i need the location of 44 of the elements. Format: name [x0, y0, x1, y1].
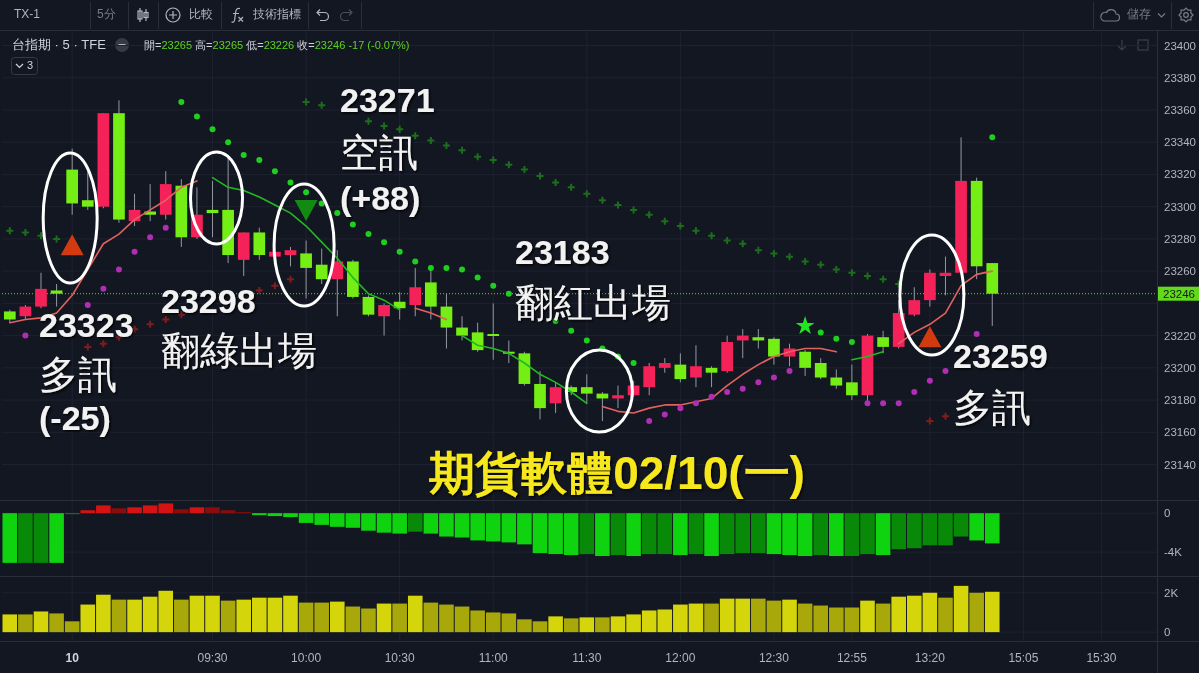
x-tick-label: 10:00	[291, 651, 322, 665]
annotation: 3	[27, 58, 34, 71]
y-tick-label: 0	[1164, 507, 1171, 520]
x-tick-label: 11:00	[478, 651, 509, 665]
annotation: 23259 多訊	[953, 337, 1048, 429]
x-tick-label: 13:20	[914, 651, 946, 665]
x-tick-label: 15:05	[1008, 651, 1039, 665]
text: 儲存	[1127, 7, 1151, 22]
annotation: 23298 翻綠出場	[161, 282, 317, 372]
x-tick-label: 15:30	[1086, 651, 1117, 665]
text: 技術指標	[252, 7, 301, 22]
x-tick-label: 10:30	[384, 651, 415, 665]
y-tick-label: 23260	[1164, 265, 1196, 278]
x-tick-label: 09:30	[197, 651, 228, 665]
x-tick-label: 12:55	[836, 651, 868, 665]
y-tick-label: -4K	[1164, 546, 1183, 559]
y-tick-label: 23300	[1164, 200, 1196, 213]
text: 開=23265 高=23265 低=23226 收=23246 -17 (-0.07%)	[144, 38, 410, 51]
annotation: 23271 空訊 (+88)	[340, 81, 435, 217]
ref-line-label: 23246	[1163, 287, 1195, 300]
y-tick-label: 23140	[1164, 458, 1196, 471]
y-tick-label: 23360	[1164, 103, 1196, 116]
y-tick-label: 23400	[1164, 39, 1196, 52]
x-tick-label: 10	[65, 651, 80, 665]
text: 比較	[189, 7, 213, 22]
y-tick-label: 23220	[1164, 329, 1196, 342]
y-tick-label: 23340	[1164, 136, 1196, 149]
x-tick-label: 12:30	[758, 651, 790, 665]
y-tick-label: 23160	[1164, 426, 1196, 439]
text: 5分	[97, 7, 116, 22]
y-tick-label: 23200	[1164, 361, 1196, 374]
y-tick-label: 23320	[1164, 168, 1196, 181]
text: 期貨軟體02/10(一)	[429, 447, 805, 499]
y-tick-label: 23180	[1164, 394, 1196, 407]
text: TX-1	[14, 7, 41, 22]
y-tick-label: 23380	[1164, 71, 1196, 84]
annotation: 23323 多訊 (-25)	[39, 306, 134, 437]
y-tick-label: 23280	[1164, 232, 1196, 245]
y-tick-label: 2K	[1164, 586, 1179, 599]
x-tick-label: 11:30	[572, 651, 602, 665]
text: 台指期 · 5 · TFE	[12, 36, 107, 52]
annotation: 23183 翻紅出場	[515, 233, 671, 324]
x-tick-label: 12:00	[665, 651, 696, 665]
y-tick-label: 0	[1164, 626, 1171, 639]
